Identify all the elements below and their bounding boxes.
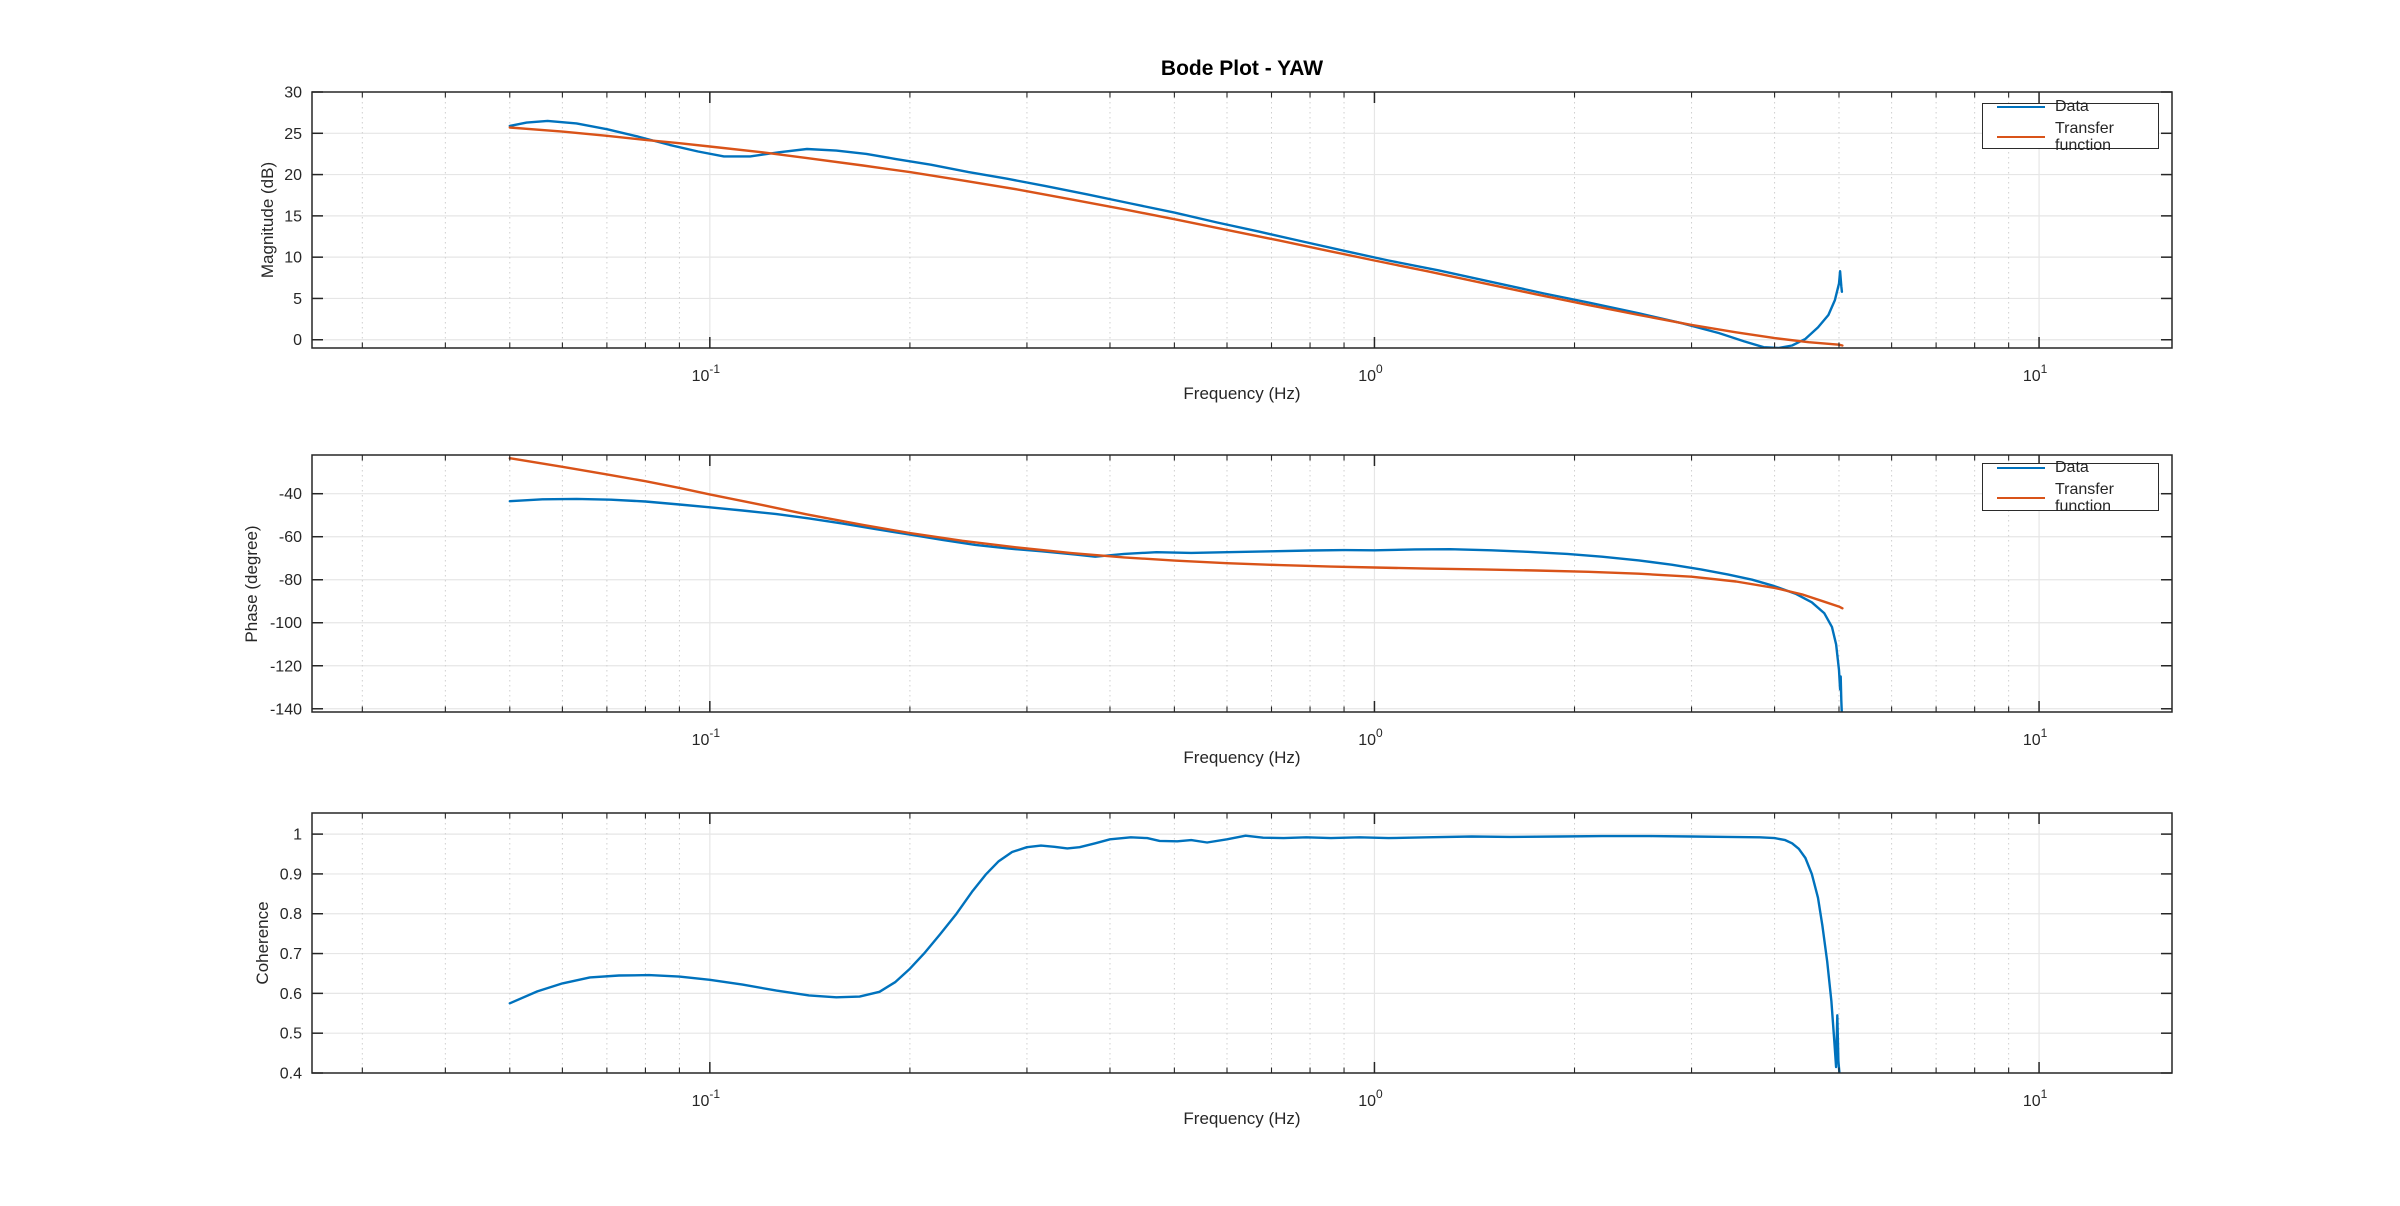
y-tick-label: 15 [284, 208, 302, 225]
y-tick-label: 0.9 [280, 866, 302, 883]
legend-item-transfer: Transfer function [1997, 120, 2154, 154]
phase-data-curve [508, 497, 1843, 712]
y-tick-label: -80 [279, 572, 302, 589]
y-tick-label: 0.6 [280, 986, 302, 1003]
xlabel-phase: Frequency (Hz) [1183, 748, 1301, 767]
magnitude-panel: 0 5 10 15 20 25 30 10-1 100 101 [284, 85, 2173, 385]
y-tick-label: -120 [270, 658, 302, 675]
transfer-line-sample [1997, 136, 2045, 138]
y-tick-label: 25 [284, 126, 302, 143]
data-line-sample [1997, 105, 2045, 108]
y-tick-label: 0.4 [280, 1066, 302, 1083]
y-tick-label: 5 [293, 291, 302, 308]
x-tick-label: 101 [2023, 362, 2048, 385]
legend-phase[interactable]: Data Transfer function [1982, 459, 2159, 515]
y-tick-label: 10 [284, 250, 302, 267]
phase-panel: -140 -120 -100 -80 -60 -40 10-1 100 101 [270, 454, 2173, 749]
xlabel-magnitude: Frequency (Hz) [1183, 384, 1301, 403]
y-tick-label: -60 [279, 529, 302, 546]
x-tick-label: 101 [2023, 726, 2048, 749]
data-line-sample [1997, 466, 2045, 469]
x-tick-label: 10-1 [692, 1087, 721, 1110]
x-tick-label: 100 [1358, 726, 1383, 749]
legend-label-transfer: Transfer function [2055, 481, 2114, 515]
magnitude-transfer-curve [508, 126, 1844, 347]
axes-box [311, 91, 2173, 349]
coherence-panel: 0.4 0.5 0.6 0.7 0.8 0.9 1 10-1 100 101 [280, 812, 2173, 1110]
x-tick-label: 100 [1358, 1087, 1383, 1110]
y-tick-label: 0.7 [280, 946, 302, 963]
x-tick-label: 100 [1358, 362, 1383, 385]
ylabel-coherence: Coherence [253, 901, 272, 985]
y-tick-label: 30 [284, 85, 302, 102]
legend-item-transfer: Transfer function [1997, 481, 2154, 515]
figure-title: Bode Plot - YAW [1160, 57, 1324, 80]
legend-magnitude[interactable]: Data Transfer function [1982, 98, 2159, 154]
y-tick-label: 20 [284, 167, 302, 184]
y-tick-label: 0.5 [280, 1026, 302, 1043]
legend-item-data: Data [1997, 98, 2154, 115]
x-tick-label: 10-1 [692, 362, 721, 385]
coherence-data-curve [508, 834, 1841, 1073]
y-tick-label: -140 [270, 701, 302, 718]
legend-item-data: Data [1997, 459, 2154, 476]
y-tick-label: -40 [279, 486, 302, 503]
y-tick-label: -100 [270, 615, 302, 632]
x-tick-label: 101 [2023, 1087, 2048, 1110]
ylabel-phase: Phase (degree) [242, 525, 261, 643]
legend-label-transfer: Transfer function [2055, 120, 2114, 154]
xlabel-coherence: Frequency (Hz) [1183, 1109, 1301, 1128]
phase-transfer-curve [508, 457, 1844, 610]
transfer-line-sample [1997, 497, 2045, 499]
legend-label-data: Data [2055, 98, 2089, 115]
axes-box [311, 812, 2173, 1074]
x-tick-label: 10-1 [692, 726, 721, 749]
y-tick-label: 1 [293, 827, 302, 844]
y-tick-label: 0 [293, 332, 302, 349]
y-tick-label: 0.8 [280, 906, 302, 923]
ylabel-magnitude: Magnitude (dB) [258, 161, 277, 279]
axes-box [311, 454, 2173, 713]
legend-label-data: Data [2055, 459, 2089, 476]
